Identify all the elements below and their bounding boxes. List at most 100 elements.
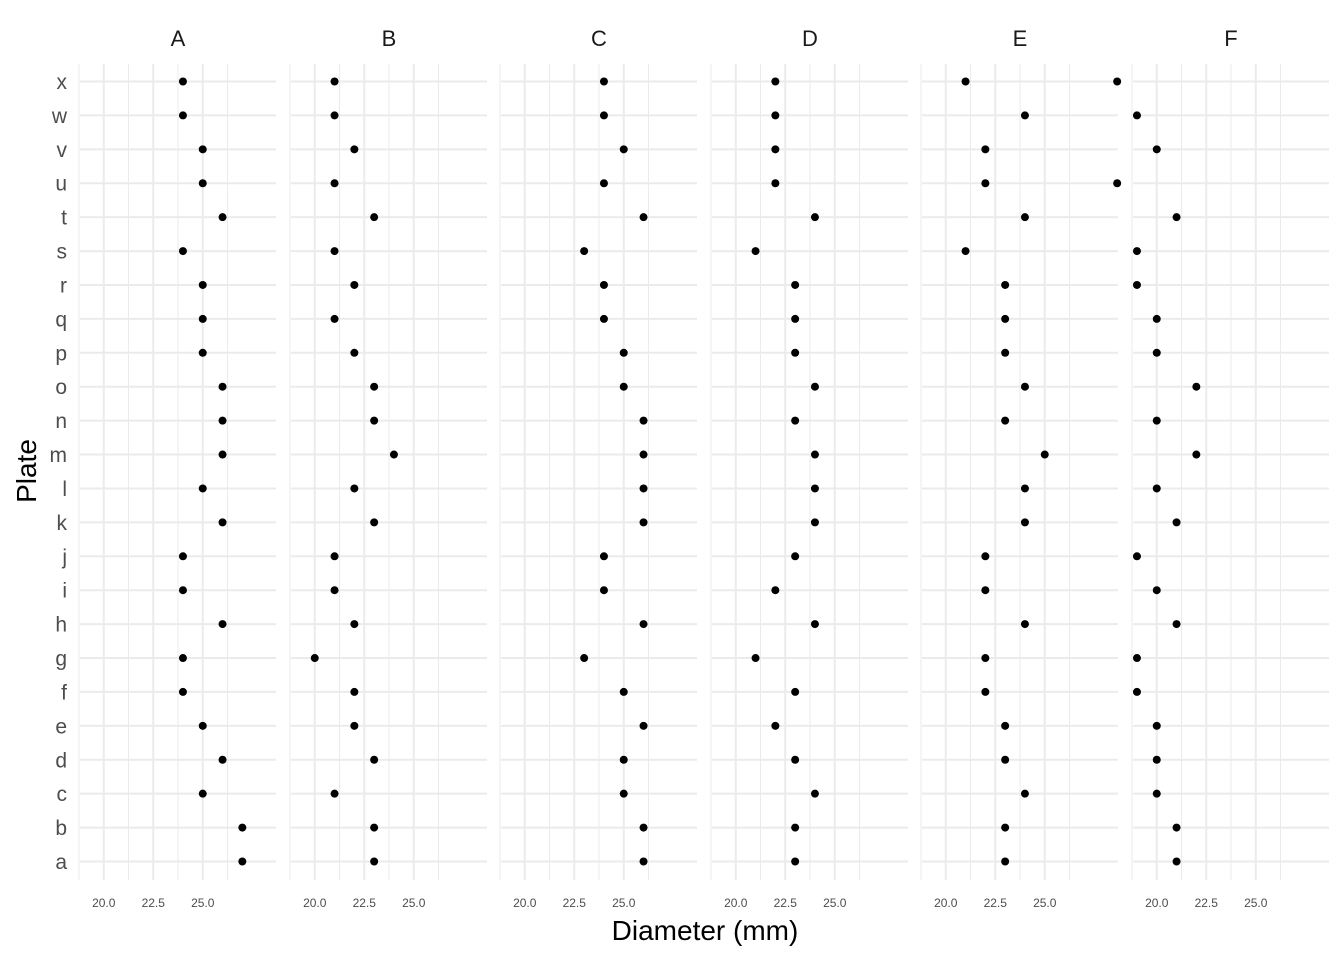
x-tick-label: 25.0 xyxy=(191,896,215,910)
data-point-B-u xyxy=(330,179,339,188)
data-point-A-k xyxy=(218,518,227,527)
data-point-E-x xyxy=(961,77,970,86)
data-point-A-f xyxy=(178,687,187,696)
data-point-F-m xyxy=(1192,450,1201,459)
y-tick-label-h: h xyxy=(55,614,67,637)
data-point-A-e xyxy=(198,721,207,730)
data-point-A-b xyxy=(238,823,247,832)
x-tick-label: 20.0 xyxy=(303,896,327,910)
data-point-D-o xyxy=(810,382,819,391)
data-point-D-l xyxy=(810,484,819,493)
data-point-F-a xyxy=(1172,857,1181,866)
data-point-F-v xyxy=(1152,145,1161,154)
panel-title-D: D xyxy=(802,26,818,51)
y-tick-label-c: c xyxy=(57,783,68,806)
data-point-D-e xyxy=(771,721,780,730)
data-point-B-e xyxy=(350,721,359,730)
panel-B: B 20.0 22.5 25.0 xyxy=(289,26,487,910)
data-point-D-u xyxy=(771,179,780,188)
data-point-D-k xyxy=(810,518,819,527)
data-point-F-t xyxy=(1172,213,1181,222)
data-point-E-g xyxy=(981,654,990,663)
x-tick-label: 25.0 xyxy=(402,896,426,910)
data-point-D-m xyxy=(810,450,819,459)
y-tick-label-a: a xyxy=(55,851,67,874)
data-point-A-p xyxy=(198,348,207,357)
data-point-B-i xyxy=(330,586,339,595)
data-point-C-a xyxy=(639,857,648,866)
x-tick-label: 20.0 xyxy=(513,896,537,910)
data-point-C-u xyxy=(599,179,608,188)
data-point-C-s xyxy=(580,247,589,256)
panel-E: E 20.0 22.5 25.0 xyxy=(920,26,1118,910)
data-point-F-c xyxy=(1152,789,1161,798)
panel-D: D 20.0 22.5 25.0 xyxy=(710,26,908,910)
data-point-B-p xyxy=(350,348,359,357)
data-point-D-r xyxy=(791,280,800,289)
data-point-D-a xyxy=(791,857,800,866)
data-point-F-d xyxy=(1152,755,1161,764)
data-point-B-q xyxy=(330,314,339,323)
y-tick-label-m: m xyxy=(50,444,68,467)
data-point-A-q xyxy=(198,314,207,323)
data-point-F-b xyxy=(1172,823,1181,832)
data-point-E-b xyxy=(1001,823,1010,832)
y-tick-label-k: k xyxy=(57,512,68,535)
x-tick-label: 25.0 xyxy=(612,896,636,910)
data-point-D-x xyxy=(771,77,780,86)
data-point-C-t xyxy=(639,213,648,222)
data-point-B-f xyxy=(350,687,359,696)
x-tick-label: 20.0 xyxy=(1145,896,1169,910)
x-tick-label: 25.0 xyxy=(823,896,847,910)
data-point-F-p xyxy=(1152,348,1161,357)
data-point-E-n xyxy=(1001,416,1010,425)
y-tick-label-u: u xyxy=(55,173,67,196)
data-point-C-m xyxy=(639,450,648,459)
data-point-D-h xyxy=(810,620,819,629)
data-point-C-x xyxy=(599,77,608,86)
data-point-D-t xyxy=(810,213,819,222)
x-tick-label: 25.0 xyxy=(1033,896,1057,910)
data-point-E-e xyxy=(1001,721,1010,730)
data-point-C-l xyxy=(639,484,648,493)
y-tick-label-w: w xyxy=(51,105,68,128)
data-point-E-m xyxy=(1040,450,1049,459)
data-point-E-t xyxy=(1020,213,1029,222)
data-point-A-t xyxy=(218,213,227,222)
data-point-C-g xyxy=(580,654,589,663)
data-point-D-g xyxy=(751,654,760,663)
y-tick-label-v: v xyxy=(57,139,68,162)
data-point-F-k xyxy=(1172,518,1181,527)
data-point-A-r xyxy=(198,280,207,289)
y-tick-label-o: o xyxy=(55,376,67,399)
data-point-B-s xyxy=(330,247,339,256)
data-point-D-p xyxy=(791,348,800,357)
data-point-E-c xyxy=(1020,789,1029,798)
data-point-C-k xyxy=(639,518,648,527)
data-point-D-i xyxy=(771,586,780,595)
data-point-E-s xyxy=(961,247,970,256)
data-point-E-h xyxy=(1020,620,1029,629)
panel-F: F 20.0 22.5 25.0 xyxy=(1113,26,1329,910)
data-point-F-u xyxy=(1113,179,1122,188)
data-point-B-o xyxy=(370,382,379,391)
data-point-D-c xyxy=(810,789,819,798)
data-point-B-t xyxy=(370,213,379,222)
data-point-F-x xyxy=(1113,77,1122,86)
data-point-D-w xyxy=(771,111,780,120)
data-point-F-g xyxy=(1132,654,1141,663)
x-tick-label: 22.5 xyxy=(563,896,587,910)
panel-title-C: C xyxy=(591,26,607,51)
y-tick-label-s: s xyxy=(57,241,68,264)
y-tick-label-f: f xyxy=(61,681,67,704)
panel-title-A: A xyxy=(171,26,186,51)
x-tick-label: 22.5 xyxy=(1195,896,1219,910)
data-point-D-d xyxy=(791,755,800,764)
data-point-B-j xyxy=(330,552,339,561)
panel-title-F: F xyxy=(1224,26,1237,51)
data-point-B-d xyxy=(370,755,379,764)
data-point-E-w xyxy=(1020,111,1029,120)
data-point-A-m xyxy=(218,450,227,459)
data-point-B-g xyxy=(310,654,319,663)
